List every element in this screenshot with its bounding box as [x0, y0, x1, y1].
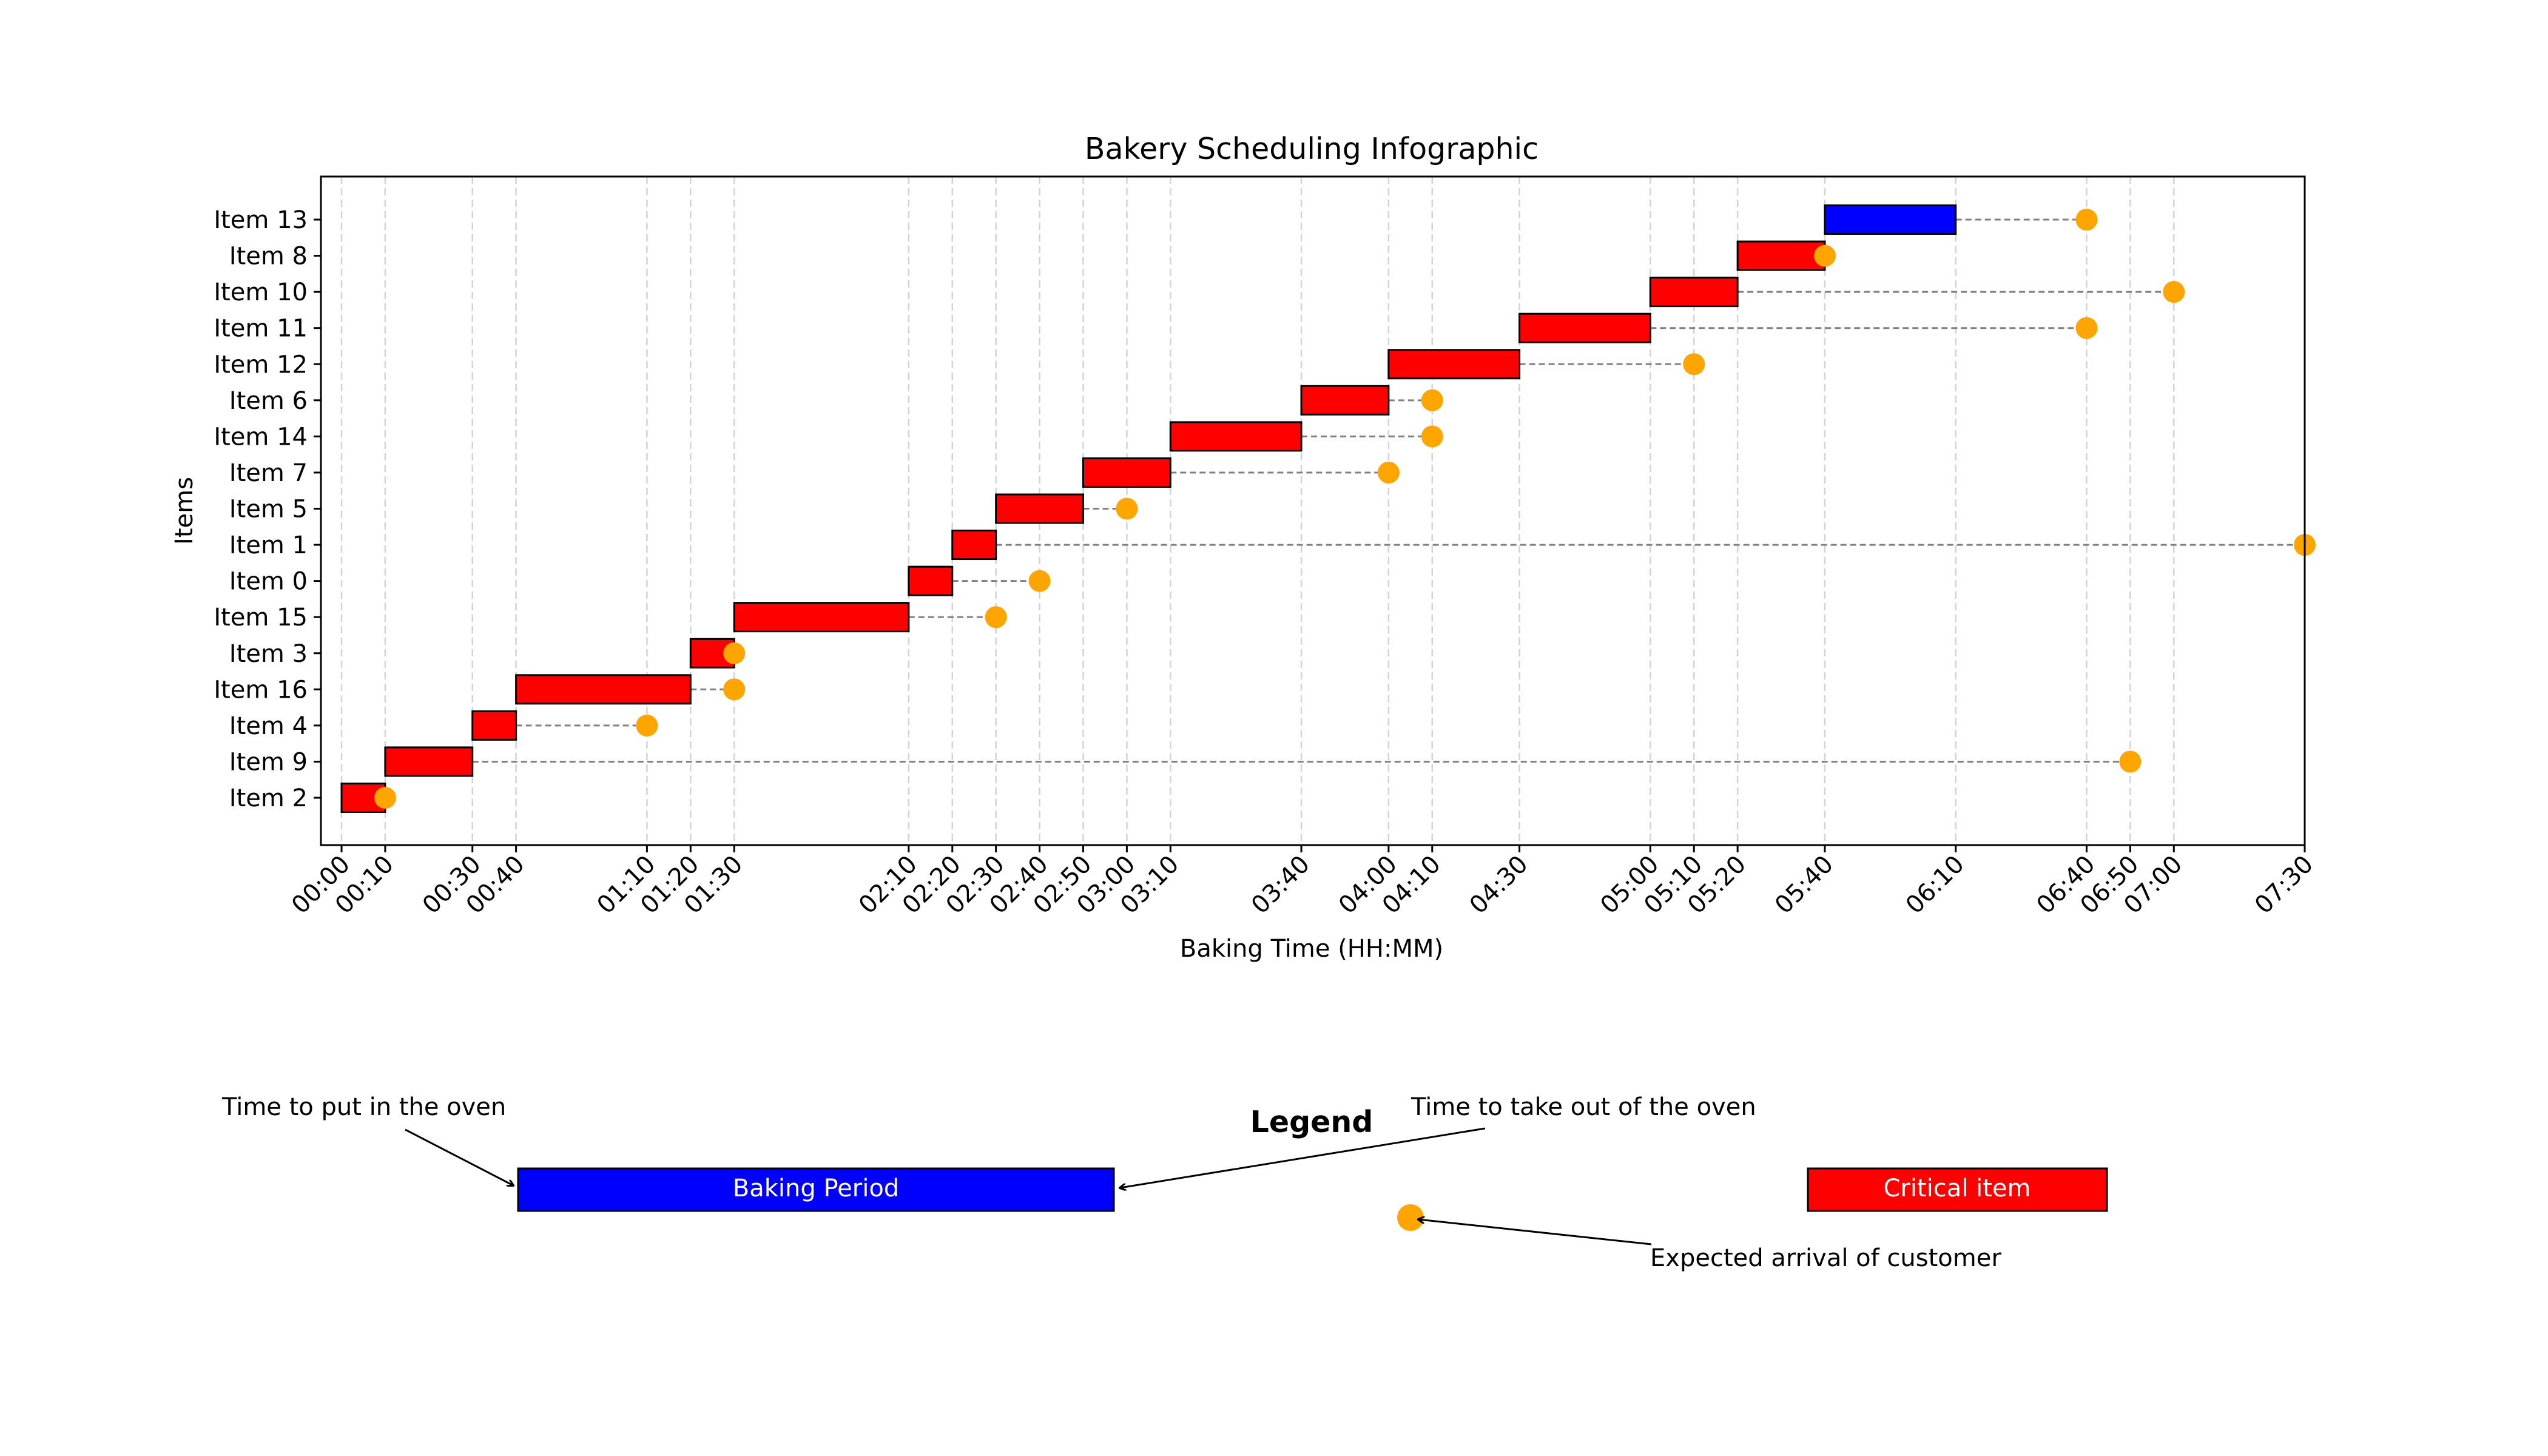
- x-tick-label: 04:30: [1464, 851, 1534, 920]
- legend-put-in-oven-label: Time to put in the oven: [221, 1093, 506, 1121]
- chart-title: Bakery Scheduling Infographic: [1085, 132, 1539, 166]
- arrival-points: [374, 209, 2316, 809]
- legend-critical-item-bar: [1807, 1167, 2108, 1212]
- y-tick-label: Item 12: [214, 351, 308, 379]
- task-bar: [1169, 421, 1303, 452]
- arrival-point: [1421, 425, 1443, 448]
- y-tick-label: Item 2: [229, 784, 308, 812]
- y-tick-label: Item 6: [229, 387, 308, 415]
- legend-title: Legend: [1250, 1105, 1373, 1139]
- task-bar: [908, 565, 954, 596]
- arrival-point: [723, 642, 746, 664]
- x-tick-label: 06:10: [1901, 851, 1970, 920]
- task-bar: [384, 746, 474, 777]
- y-tick-label: Item 1: [229, 531, 308, 559]
- legend-take-out-oven-label: Time to take out of the oven: [1410, 1093, 1756, 1121]
- bars: [340, 204, 1957, 813]
- arrival-point: [1116, 497, 1138, 520]
- y-tick-label: Item 13: [214, 206, 308, 234]
- task-bar: [1649, 277, 1739, 308]
- arrival-point: [374, 787, 396, 809]
- y-tick-label: Item 0: [229, 568, 308, 596]
- y-tick-label: Item 11: [214, 315, 308, 343]
- task-bar: [1736, 240, 1826, 271]
- task-bar: [689, 638, 735, 669]
- task-bar: [1300, 385, 1390, 416]
- arrival-point: [2119, 750, 2142, 773]
- legend-take-out-oven-arrow: [1120, 1127, 1486, 1188]
- arrival-point: [1377, 461, 1400, 484]
- plot-frame: [320, 175, 2306, 846]
- x-axis-label: Baking Time (HH:MM): [1180, 935, 1443, 963]
- task-bar: [995, 493, 1084, 524]
- task-bar: [1082, 457, 1171, 488]
- arrival-point: [723, 678, 746, 701]
- arrival-point: [1421, 389, 1443, 411]
- legend: Legend Baking Period Critical item Time …: [221, 1093, 2108, 1272]
- legend-customer-arrival-label: Expected arrival of customer: [1650, 1244, 2001, 1272]
- y-tick-label: Item 9: [229, 748, 308, 776]
- arrival-point: [1683, 353, 1705, 376]
- x-tick-label: 07:30: [2250, 851, 2319, 920]
- grid-lines: [340, 177, 2306, 845]
- task-bar: [1824, 204, 1957, 235]
- arrival-point: [636, 714, 658, 736]
- legend-customer-arrival-arrow: [1418, 1219, 1652, 1245]
- arrival-point: [2075, 209, 2098, 231]
- task-bar: [1518, 312, 1651, 343]
- legend-critical-item-label: Critical item: [1884, 1175, 2031, 1202]
- legend-arrival-marker: [1397, 1204, 1424, 1231]
- task-bar: [733, 602, 910, 633]
- y-tick-label: Item 3: [229, 640, 308, 668]
- y-tick-label: Item 14: [214, 423, 308, 451]
- arrival-point: [1813, 244, 1836, 267]
- y-axis-label: Items: [170, 477, 198, 545]
- x-tick-label: 03:40: [1246, 851, 1315, 920]
- arrival-point: [2163, 281, 2185, 303]
- task-bar: [1387, 349, 1521, 380]
- y-tick-label: Item 15: [214, 604, 308, 632]
- task-bar: [471, 710, 517, 741]
- y-axis-ticks: Item 2 Item 9 Item 4 Item 16 Item 3 Item 15 It…: [214, 206, 321, 812]
- arrival-point: [985, 606, 1007, 629]
- task-bar: [515, 674, 692, 705]
- x-tick-label: 05:40: [1770, 851, 1839, 920]
- y-tick-label: Item 8: [229, 243, 308, 271]
- task-bar: [951, 530, 997, 561]
- legend-put-in-oven-arrow: [405, 1128, 513, 1185]
- y-tick-label: Item 7: [229, 459, 308, 487]
- y-tick-label: Item 5: [229, 496, 308, 524]
- legend-baking-period-bar: [517, 1167, 1115, 1212]
- y-tick-label: Item 10: [214, 278, 308, 306]
- legend-baking-period-label: Baking Period: [733, 1175, 899, 1202]
- connector-lines: [472, 218, 2305, 763]
- y-tick-label: Item 16: [214, 676, 308, 704]
- arrival-point: [1028, 570, 1051, 592]
- y-tick-label: Item 4: [229, 712, 308, 740]
- arrival-point: [2075, 317, 2098, 339]
